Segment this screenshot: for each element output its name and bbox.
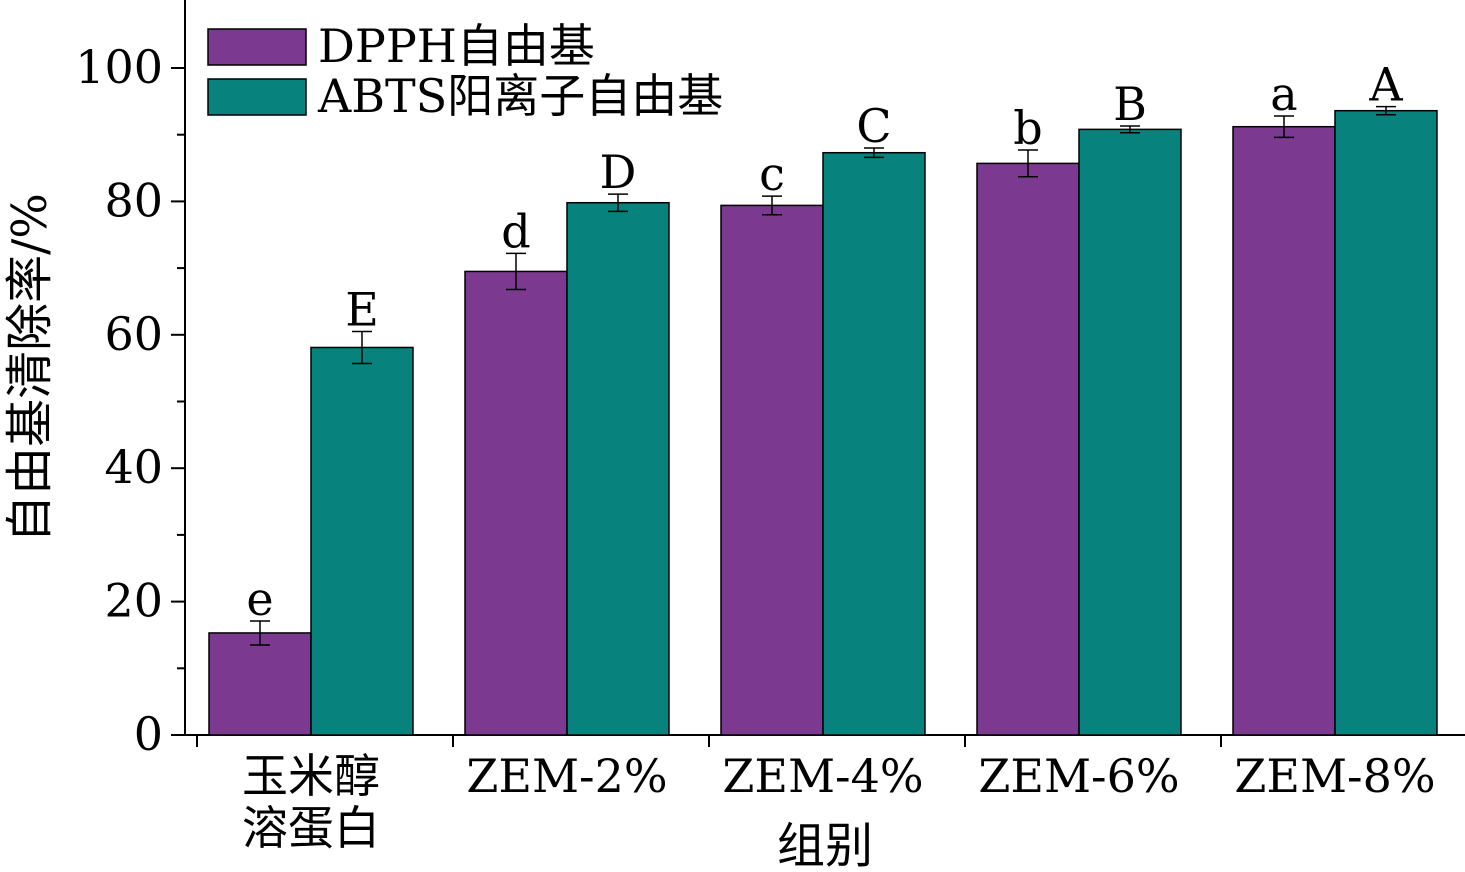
significance-label: D	[600, 145, 637, 199]
x-category-label: 溶蛋白	[242, 801, 380, 855]
legend-label: ABTS阳离子自由基	[317, 69, 723, 123]
x-category-label: 玉米醇	[242, 749, 380, 803]
y-tick-label: 60	[104, 307, 163, 361]
x-category-label: ZEM-8%	[1234, 749, 1435, 803]
significance-label: a	[1270, 67, 1297, 121]
significance-label: c	[759, 147, 785, 201]
bar	[1078, 128, 1182, 736]
bar	[822, 151, 926, 736]
bar	[720, 204, 824, 736]
significance-label: e	[246, 572, 273, 626]
significance-label: E	[345, 282, 379, 336]
bar	[1232, 125, 1336, 736]
bar	[464, 270, 568, 736]
significance-label: A	[1368, 58, 1403, 112]
significance-label: d	[501, 204, 530, 258]
y-tick-label: 100	[75, 40, 163, 94]
significance-label: b	[1013, 101, 1042, 155]
y-ticks: 0 20 40 60 80 100	[75, 40, 185, 761]
bar	[208, 632, 312, 736]
bar	[310, 346, 414, 736]
legend-swatch	[207, 28, 307, 66]
x-category-label: ZEM-6%	[978, 749, 1179, 803]
bars: e d c b a E D C B A	[208, 58, 1438, 736]
y-tick-label: 0	[134, 707, 163, 761]
y-tick-label: 20	[104, 574, 163, 628]
bar	[566, 201, 670, 736]
x-category-label: ZEM-4%	[722, 749, 923, 803]
legend-label: DPPH自由基	[318, 19, 595, 73]
significance-label: B	[1113, 77, 1147, 131]
x-axis-title: 组别	[777, 818, 873, 872]
bar	[976, 162, 1080, 736]
y-tick-label: 80	[104, 173, 163, 227]
y-tick-label: 40	[104, 440, 163, 494]
significance-label: C	[856, 99, 891, 153]
x-category-label: ZEM-2%	[466, 749, 667, 803]
bar	[1334, 109, 1438, 736]
y-axis-title: 自由基清除率/%	[2, 193, 58, 543]
legend-swatch	[207, 78, 307, 116]
